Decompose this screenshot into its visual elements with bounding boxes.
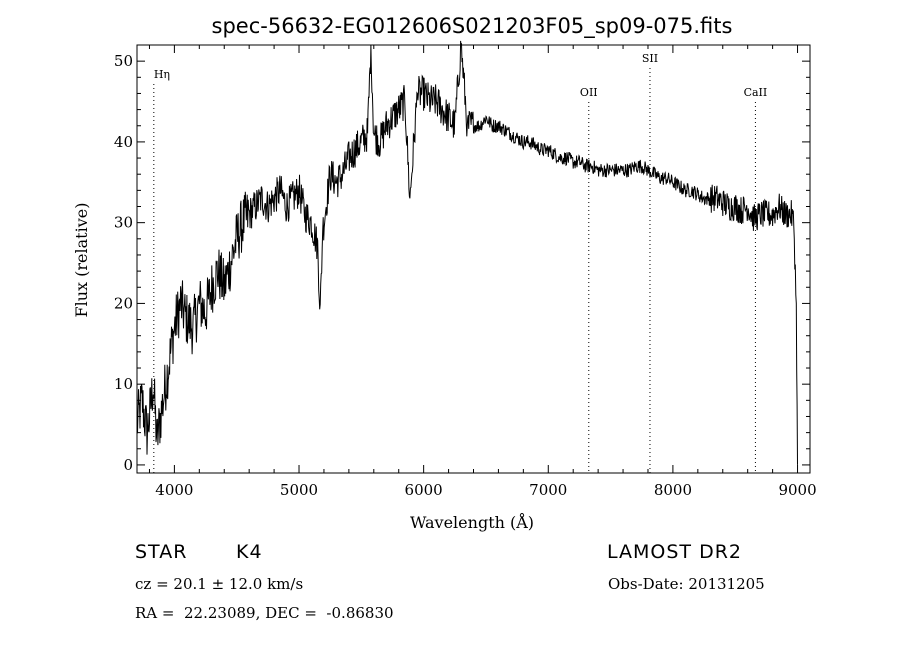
x-tick-label: 4000 [155, 481, 193, 499]
annotation-label: SII [642, 52, 658, 65]
object-class: STAR [135, 541, 188, 563]
x-tick-label: 9000 [778, 481, 816, 499]
plot-frame [136, 44, 811, 474]
x-axis-label: Wavelength (Å) [410, 512, 534, 532]
y-tick-label: 10 [114, 375, 133, 393]
object-subclass: K4 [236, 541, 263, 563]
ra-dec-coordinates: RA = 22.23089, DEC = -0.86830 [135, 604, 394, 622]
observation-date: Obs-Date: 20131205 [608, 575, 765, 593]
y-tick-label: 0 [123, 456, 133, 474]
line-annotations: Hη OII SII CaII [153, 52, 768, 473]
y-tick-label: 30 [114, 214, 133, 232]
x-tick-label: 7000 [529, 481, 567, 499]
x-tick-label: 6000 [405, 481, 443, 499]
annotation-label: Hη [154, 68, 170, 81]
annotation-label: CaII [744, 86, 768, 99]
x-tick-label: 8000 [654, 481, 692, 499]
chart-title: spec-56632-EG012606S021203F05_sp09-075.f… [212, 14, 733, 39]
series-line-flux [136, 40, 798, 465]
annotation-label: OII [580, 86, 598, 99]
x-tick-label: 5000 [280, 481, 318, 499]
x-axis-ticks: 4000 5000 6000 7000 8000 9000 [148, 45, 817, 499]
y-axis-label: Flux (relative) [72, 203, 91, 318]
y-axis-ticks: 0 10 20 30 40 50 [114, 52, 810, 474]
survey-label: LAMOST DR2 [607, 541, 742, 563]
redshift-cz: cz = 20.1 ± 12.0 km/s [135, 575, 304, 593]
y-tick-label: 40 [114, 133, 133, 151]
y-tick-label: 50 [114, 52, 133, 70]
y-tick-label: 20 [114, 294, 133, 312]
